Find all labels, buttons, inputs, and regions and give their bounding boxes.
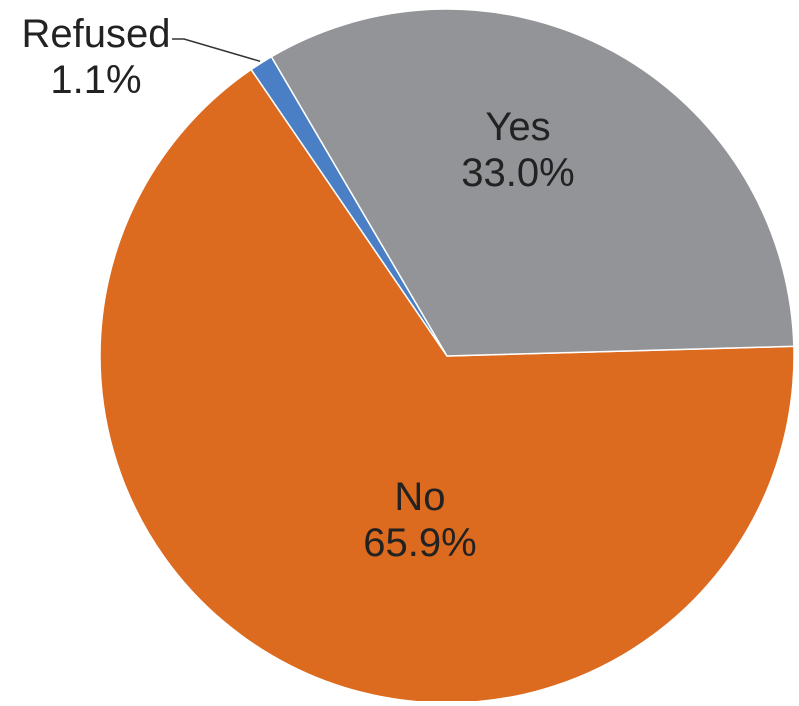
- slice-label-refused: Refused: [22, 12, 171, 56]
- slice-value-no: 65.9%: [363, 521, 476, 565]
- slice-label-no: No: [394, 475, 445, 519]
- pie-slice-yes: [270, 8, 795, 357]
- leader-layer: [172, 38, 261, 63]
- leader-line-refused: [172, 38, 261, 63]
- slice-value-refused: 1.1%: [50, 58, 141, 102]
- pie-slice-no: [99, 68, 795, 704]
- slice-label-yes: Yes: [485, 105, 550, 149]
- slice-value-yes: 33.0%: [461, 151, 574, 195]
- slices-layer: [99, 8, 795, 704]
